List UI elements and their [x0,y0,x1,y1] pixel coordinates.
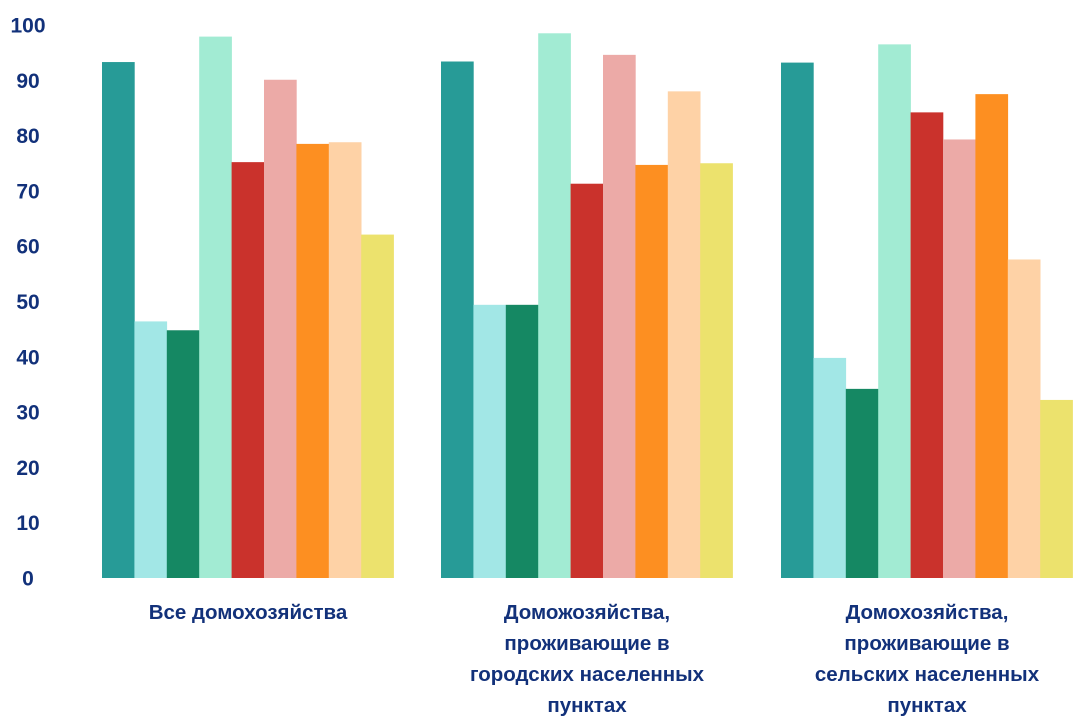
bar [199,36,232,579]
bar [1007,259,1041,578]
category-label: Домохозяйства, проживающие в сельских насе… [815,601,1040,716]
y-tick-label: 90 [16,70,39,93]
category-label: Все домохозяйства [149,601,348,624]
bar-group [102,36,394,579]
bar [667,91,701,579]
y-tick-label: 50 [16,291,39,314]
bars [102,33,1073,579]
bar [845,388,879,578]
category-label-line: Домохозяйства, [846,601,1009,624]
bar [134,321,168,578]
category-label-line: проживающие в [504,632,669,655]
y-tick-label: 10 [16,512,39,535]
bar [635,164,669,578]
category-label-line: пунктах [887,694,967,716]
y-tick-label: 20 [16,457,39,480]
bar-group [781,44,1073,579]
bar [473,304,507,578]
category-label: Доможозяйства, проживающие в городских нас… [470,601,705,716]
category-label-line: пунктах [547,694,627,716]
bar [781,62,814,579]
y-tick-label: 60 [16,236,39,259]
bar [975,94,1009,579]
bar [361,234,394,578]
category-label-line: сельских населенных [815,663,1040,686]
category-label-line: Все домохозяйства [149,601,348,624]
bar [296,143,330,578]
bar [264,79,297,578]
y-tick-label: 70 [16,180,39,203]
bar-group [441,33,733,579]
bar [102,62,135,579]
bar [441,61,474,578]
bar [505,304,539,578]
bar [328,142,362,579]
category-label-line: Доможозяйства, [504,601,670,624]
bar [570,183,604,578]
y-tick-label: 30 [16,402,39,425]
y-axis: 0 10 20 30 40 50 60 70 80 90 100 [10,15,45,591]
bar [813,357,847,578]
category-label-line: проживающие в [844,632,1009,655]
bar [538,33,571,579]
category-label-line: городских населенных [470,663,705,686]
bar [878,44,911,579]
bar [700,163,733,578]
x-axis: Все домохозяйства Доможозяйства, проживающ… [149,601,1040,716]
bar [910,112,944,579]
bar [1040,399,1073,578]
y-tick-label: 0 [22,568,34,591]
y-tick-label: 80 [16,125,39,148]
bar [603,54,636,579]
y-tick-label: 40 [16,346,39,369]
bar [943,139,976,578]
y-tick-label: 100 [10,15,45,38]
bar [166,330,200,578]
bar [231,162,265,578]
